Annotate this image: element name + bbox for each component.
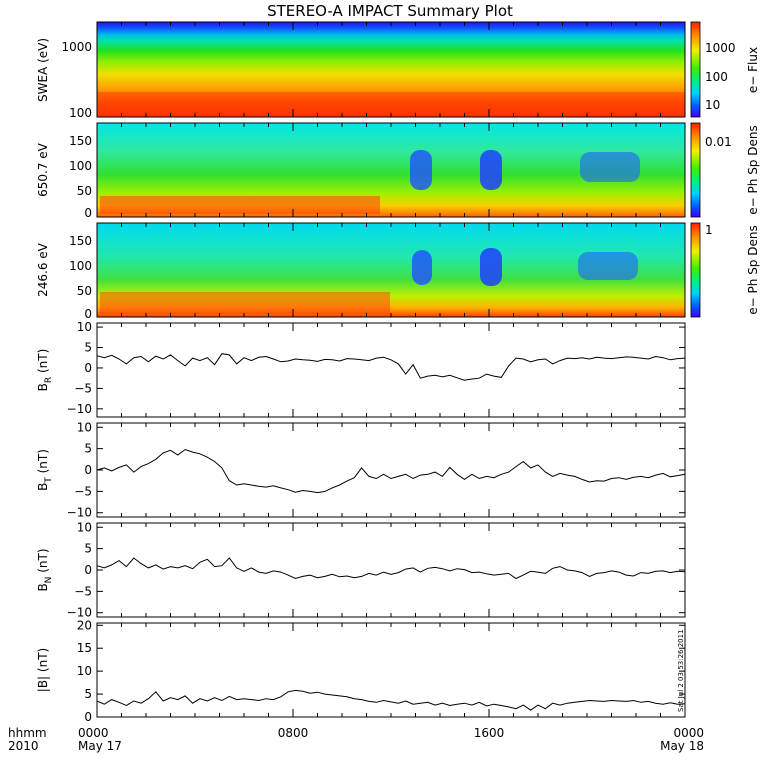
series-line xyxy=(96,448,686,494)
x-tick-label: 0000 xyxy=(673,726,704,740)
y-tick-label: −10 xyxy=(67,402,92,416)
y-tick-label: 5 xyxy=(84,687,92,701)
line-panel-1: 10 5 0 −5 −10 BT (nT) xyxy=(36,420,686,520)
y-tick-label: 10 xyxy=(77,520,92,534)
x-tick-date: May 17 xyxy=(78,739,122,753)
pad246-ylabel: 246.6 eV xyxy=(36,242,50,297)
pad650-ytick-label: 100 xyxy=(69,159,92,173)
panel-650: 150 100 50 0 650.7 eV 0.01 e− Ph Sp Dens xyxy=(36,122,760,220)
line-panel-0: 10 5 0 −5 −10 BR (nT) xyxy=(36,320,686,418)
pad650-yticks: 150 100 50 0 xyxy=(69,134,92,220)
pad246-yticks: 150 100 50 0 xyxy=(69,234,92,321)
y-label-sub: R xyxy=(44,377,54,383)
y-tick-label: 0 xyxy=(84,710,92,724)
series-line xyxy=(96,689,686,711)
y-label-main: |B| (nT) xyxy=(36,648,50,692)
y-tick-label: 0 xyxy=(84,563,92,577)
y-label-unit: (nT) xyxy=(36,349,50,377)
series-line xyxy=(96,353,686,381)
pad246-blob xyxy=(578,252,638,280)
pad246-cbar-label: e− Ph Sp Dens xyxy=(746,225,760,314)
y-label-sub: T xyxy=(44,477,54,484)
swea-colorbar xyxy=(690,21,701,118)
y-axis-label: |B| (nT) xyxy=(36,648,50,692)
pad246-ytick-label: 50 xyxy=(77,284,92,298)
y-tick-label: 0 xyxy=(84,463,92,477)
y-axis-label: BN (nT) xyxy=(36,548,54,591)
swea-ylabel: SWEA (eV) xyxy=(36,38,50,102)
y-tick-label: −10 xyxy=(67,606,92,620)
pad246-ytick-label: 100 xyxy=(69,259,92,273)
plot-title: STEREO-A IMPACT Summary Plot xyxy=(267,2,513,20)
series-line xyxy=(96,557,686,580)
y-tick-label: −5 xyxy=(74,484,92,498)
y-tick-label: 20 xyxy=(77,618,92,632)
y-label-main: B xyxy=(36,583,50,591)
swea-cbar-tick: 1000 xyxy=(705,41,736,55)
y-tick-label: 5 xyxy=(84,442,92,456)
pad650-blob xyxy=(480,150,502,190)
swea-lowband xyxy=(97,92,685,117)
pad650-ytick-label: 50 xyxy=(77,184,92,198)
panel-frame xyxy=(96,622,686,718)
pad246-ytick-label: 150 xyxy=(69,234,92,248)
line-panel-3: 20 15 10 5 0 |B| (nT) xyxy=(36,618,686,724)
y-tick-label: 15 xyxy=(77,641,92,655)
swea-ytick-label: 100 xyxy=(69,106,92,120)
footer-year: 2010 xyxy=(8,739,39,753)
swea-heatmap xyxy=(97,22,685,117)
pad650-blob xyxy=(410,150,432,190)
y-tick-label: −5 xyxy=(74,584,92,598)
y-tick-label: −5 xyxy=(74,381,92,395)
y-axis-label: BT (nT) xyxy=(36,449,54,491)
y-tick-label: −10 xyxy=(67,506,92,520)
line-panel-2: 10 5 0 −5 −10 BN (nT) xyxy=(36,520,686,620)
footer-format: hhmm xyxy=(8,726,47,740)
x-tick-label: 0800 xyxy=(278,726,309,740)
y-tick-label: 10 xyxy=(77,420,92,434)
y-tick-label: 0 xyxy=(84,361,92,375)
panel-frame xyxy=(96,522,686,618)
pad650-colorbar xyxy=(690,122,701,218)
y-tick-label: 10 xyxy=(77,664,92,678)
y-axis-label: BR (nT) xyxy=(36,349,54,392)
x-tick-date: May 18 xyxy=(660,739,704,753)
y-label-unit: (nT) xyxy=(36,548,50,576)
pad650-ylabel: 650.7 eV xyxy=(36,142,50,197)
x-tick-label: 1600 xyxy=(474,726,505,740)
panel-swea: 1000 100 SWEA (eV) 1000 100 10 e− Flux xyxy=(36,21,760,120)
pad246-ytick-label: 0 xyxy=(84,307,92,321)
panel-frame xyxy=(96,422,686,518)
swea-yticks: 1000 100 xyxy=(61,40,92,120)
pad650-ytick-label: 150 xyxy=(69,134,92,148)
y-tick-label: 5 xyxy=(84,542,92,556)
pad246-cbar-tick: 1 xyxy=(705,223,713,237)
x-tick-label: 0000 xyxy=(78,726,109,740)
pad650-ytick-label: 0 xyxy=(84,206,92,220)
swea-ytick-label: 1000 xyxy=(61,40,92,54)
pad246-colorbar xyxy=(690,222,701,318)
plot-timestamp: Sat Jul 2 03:53:26 2011 xyxy=(677,629,685,712)
pad650-redband xyxy=(100,196,380,214)
pad650-cbar-tick: 0.01 xyxy=(705,135,732,149)
swea-cbar-label: e− Flux xyxy=(746,47,760,93)
pad246-blob xyxy=(412,250,432,285)
pad650-cbar-label: e− Ph Sp Dens xyxy=(746,125,760,214)
y-tick-label: 5 xyxy=(84,341,92,355)
y-label-unit: (nT) xyxy=(36,449,50,477)
pad246-redband xyxy=(100,292,390,314)
pad246-blob xyxy=(480,248,502,286)
pad650-blob xyxy=(580,152,640,182)
swea-cbar-tick: 10 xyxy=(705,98,720,112)
y-label-main: B xyxy=(36,383,50,391)
panel-frame xyxy=(96,322,686,418)
y-label-main: B xyxy=(36,483,50,491)
y-tick-label: 10 xyxy=(77,320,92,334)
y-label-sub: N xyxy=(44,577,54,584)
panel-246: 150 100 50 0 246.6 eV 1 e− Ph Sp Dens xyxy=(36,222,760,321)
swea-cbar-tick: 100 xyxy=(705,70,728,84)
